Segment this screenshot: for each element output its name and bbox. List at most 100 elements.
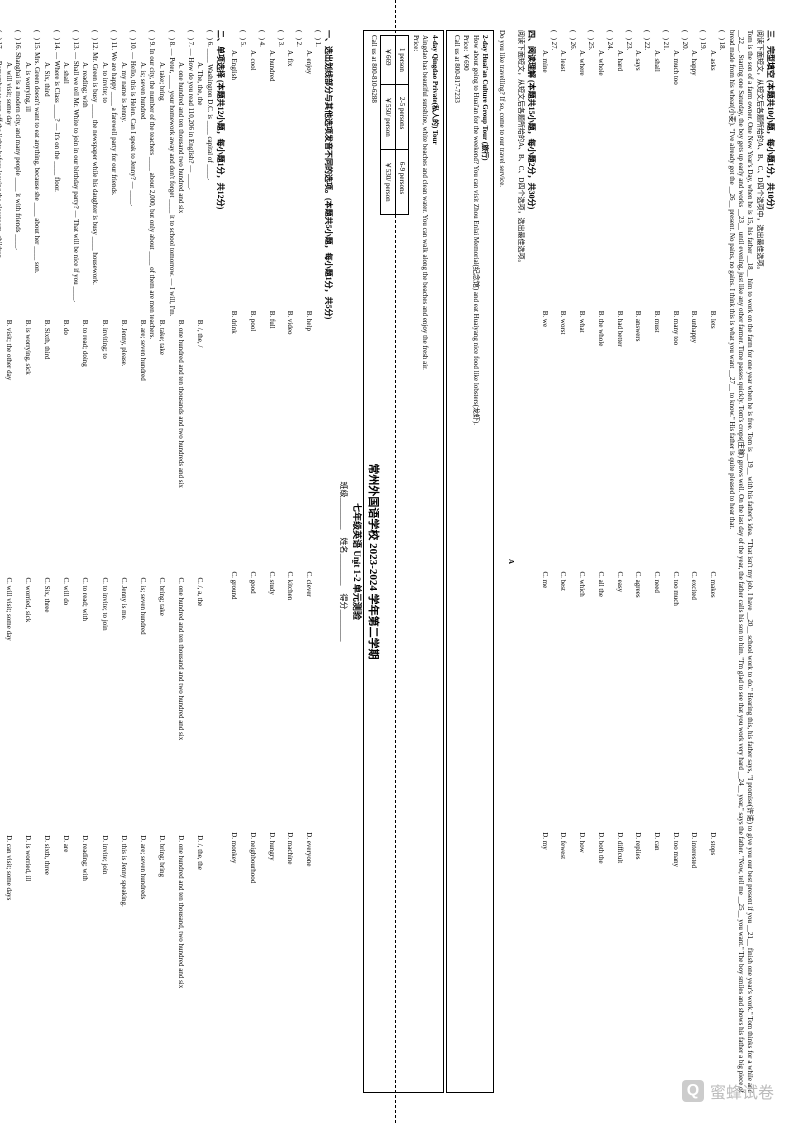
name-field: 姓名________ xyxy=(339,538,348,586)
option: B. one hundred and ten thousands and two… xyxy=(176,320,185,578)
option: B. answers xyxy=(633,311,642,572)
option: B. we xyxy=(540,311,549,572)
option: D. my xyxy=(540,832,549,1093)
option: D. invite; join xyxy=(99,835,108,1093)
tour2-body: Aingdao has beautiful sunshine, white be… xyxy=(420,35,429,1088)
page-1: 常州外国语学校 2023-2024 学年第二学期 七年级英语 Unit 1-2 … xyxy=(0,0,397,1123)
option: C. agrees xyxy=(633,572,642,833)
question: ( ) 7. — How do you read 110,206 in Engl… xyxy=(186,30,195,1093)
option: D. can xyxy=(652,832,661,1093)
cell: ￥530/ person xyxy=(380,149,395,214)
option: A. where xyxy=(577,50,586,311)
option: C. is; seven hundred xyxy=(138,578,147,836)
section3-head: 三、完型填空 (本题共10小题，每小题1分，共10分) xyxy=(765,30,776,1093)
option: B. do xyxy=(61,320,70,578)
option: D. everyone xyxy=(304,832,313,1093)
table-row: ￥669 ￥550/ person ￥530/ person xyxy=(380,36,395,215)
question: ( ) 15. Mrs. Green doesn't want to eat a… xyxy=(32,30,41,1093)
option: A. fix xyxy=(285,50,294,311)
question: ( ) 2. A. fixB. videoC. kitchenD. machin… xyxy=(285,30,303,1093)
section1-questions: ( ) 1. A. enjoyB. helpC. cleverD. everyo… xyxy=(229,30,322,1093)
option: C. too much xyxy=(671,572,680,833)
option: B. inviting; to xyxy=(99,320,108,578)
cell: 2-5 persons xyxy=(395,84,408,149)
question: ( ) 24. A. wholeB. the wholeC. all theD.… xyxy=(596,30,614,1093)
option: B. worst xyxy=(558,311,567,572)
question: ( ) 22. A. saysB. answersC. agreesD. rep… xyxy=(633,30,651,1093)
option: B. must xyxy=(652,311,661,572)
option: A. one hundred and ten thousand two hund… xyxy=(176,62,185,320)
option: C. to invite; to join xyxy=(99,578,108,836)
option: A. my name is Jenny. xyxy=(119,62,128,320)
tour2-call: Call us at 800-810-6288 xyxy=(369,35,378,1088)
page-2: 三、完型填空 (本题共10小题，每小题1分，共10分) 阅读下面短文，从短文后各… xyxy=(397,0,794,1123)
option: C. me xyxy=(540,572,549,833)
option: C. will visit; some day xyxy=(4,578,13,836)
option: C. makes xyxy=(708,572,717,833)
option: B. take; take xyxy=(157,320,166,578)
option: C. easy xyxy=(614,572,623,833)
question: ( ) 27. A. mineB. weC. meD. my xyxy=(540,30,558,1093)
option: C. study xyxy=(266,572,275,833)
question: ( ) 3. A. hundredB. fullC. studyD. hungr… xyxy=(266,30,284,1093)
option: B. help xyxy=(304,311,313,572)
cell: 6-9 persons xyxy=(395,149,408,214)
option: D. machine xyxy=(285,832,294,1093)
question: ( ) 13. — Shall we tell Mr. White to joi… xyxy=(71,30,80,1093)
option: C. which xyxy=(577,572,586,833)
option: C. need xyxy=(652,572,661,833)
options-row: A. take; bringB. take; takeC. bring; tak… xyxy=(157,30,166,1093)
options-row: A. one hundred and ten thousand two hund… xyxy=(176,30,185,1093)
option: D. this is Jenny speaking. xyxy=(119,835,128,1093)
cell: 1 person xyxy=(395,36,408,85)
option: C. best xyxy=(558,572,567,833)
section4-lead: 阅读下面短文，从短文后各题所给的A、B、C、D四个选项，选出最佳选项。 xyxy=(516,30,525,1093)
option: B. full xyxy=(266,311,275,572)
question: ( ) 9. In our city, the number of the te… xyxy=(147,30,156,1093)
option: B. Sixth, third xyxy=(42,320,51,578)
option: C. good xyxy=(248,572,257,833)
option: C. kitchen xyxy=(285,572,294,833)
page-number: 2 xyxy=(350,30,359,1093)
question: ( ) 14. — Where is Class ____? — It's on… xyxy=(51,30,60,1093)
question: ( ) 26. A. leastB. worstC. bestD. fewest xyxy=(558,30,576,1093)
question: ( ) 4. A. coolB. poolC. goodD. neighbour… xyxy=(248,30,266,1093)
option: A. hundred xyxy=(266,50,275,311)
option: C. ground xyxy=(229,572,238,833)
option: A. Six, third xyxy=(42,62,51,320)
option: C. bring; take xyxy=(157,578,166,836)
option: C. clever xyxy=(304,572,313,833)
question: ( ) 23. A. hardB. had betterC. easyD. di… xyxy=(614,30,632,1093)
options-row: A. will visit; some dayB. visit; the oth… xyxy=(4,30,13,1093)
cell: ￥669 xyxy=(380,36,395,85)
option: C. will do xyxy=(61,578,70,836)
price-table: 1 person 2-5 persons 6-9 persons ￥669 ￥5… xyxy=(380,35,409,215)
option: D. how xyxy=(577,832,586,1093)
option: A. says xyxy=(633,50,642,311)
option: A. hard xyxy=(614,50,623,311)
section2-questions: ( ) 6. ____ Washington D.C. is ____ capi… xyxy=(0,30,214,1093)
options-row: A. is worrying, illB. is worrying, sickC… xyxy=(23,30,32,1093)
option: A. is; seven hundred xyxy=(138,62,147,320)
cell: ￥550/ person xyxy=(380,84,395,149)
option: C. Jenny is me. xyxy=(119,578,128,836)
option: C. /, a, the xyxy=(195,578,204,836)
passage-a-label: A xyxy=(506,30,515,1093)
option: B. are; seven hundred xyxy=(138,320,147,578)
option: D. replies xyxy=(633,832,642,1093)
travel-intro: Do you like travelling? If so, come to o… xyxy=(496,30,505,1093)
option: D. sixth, three xyxy=(42,835,51,1093)
option: B. to read; doing xyxy=(80,320,89,578)
class-field: 班级________ xyxy=(339,482,348,530)
option: B. pool xyxy=(248,311,257,572)
section3-questions: ( ) 18. A. asksB. letsC. makesD. stops( … xyxy=(540,30,726,1093)
option: A. mine xyxy=(540,50,549,311)
option: B. many too xyxy=(671,311,680,572)
option: D. both the xyxy=(596,832,605,1093)
option: C. to read; with xyxy=(80,578,89,836)
watermark-logo-icon: Q xyxy=(682,1080,704,1102)
question: ( ) 5. A. EnglishB. drinkC. groundD. mon… xyxy=(229,30,247,1093)
section3-lead: 阅读下面短文，从短文后各题所给的A、B、C、D四个选项中，选出最佳选项。 xyxy=(755,30,764,1093)
option: C. Six, three xyxy=(42,578,51,836)
option: A. reading; with xyxy=(80,62,89,320)
